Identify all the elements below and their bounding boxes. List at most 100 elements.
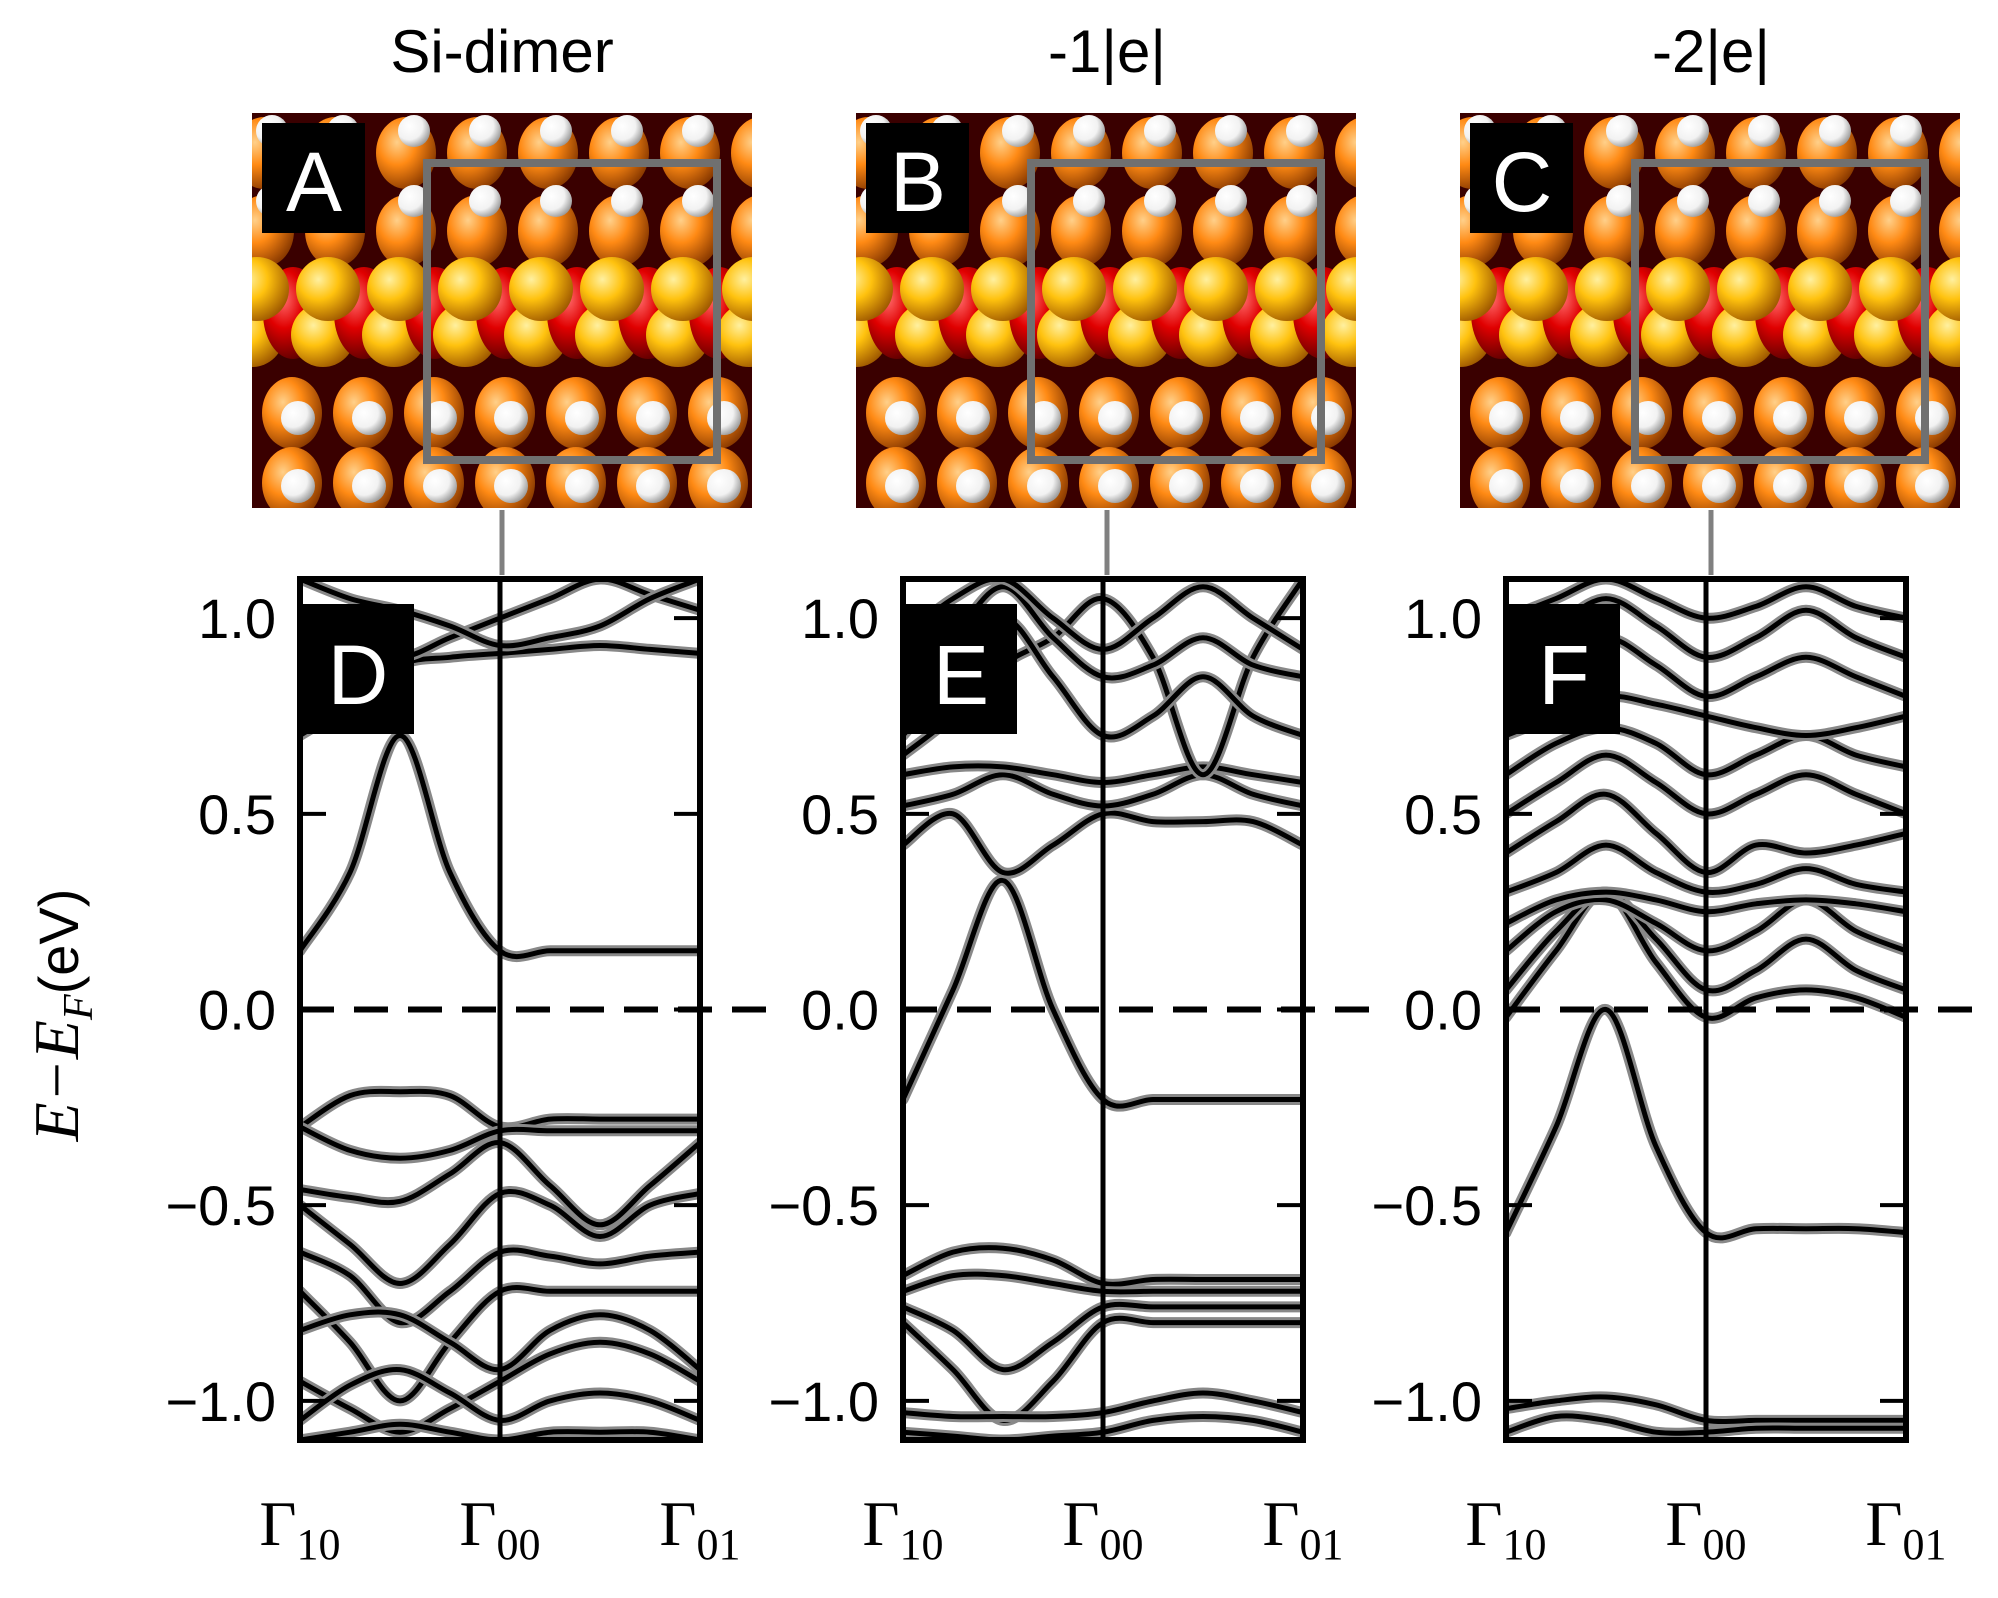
x-tick-label-subscript: 00 xyxy=(1703,1520,1747,1569)
hydrogen-atom xyxy=(707,401,741,435)
silicon-dimer-atom xyxy=(1930,257,1960,321)
panel-label: B xyxy=(890,135,946,229)
silicon-atom xyxy=(163,117,223,189)
panel-title-minus-1e: -1|e| xyxy=(1048,18,1166,85)
silicon-dimer-atom xyxy=(651,257,715,321)
silicon-dimer-atom xyxy=(1326,257,1356,321)
band-line xyxy=(903,1315,1303,1423)
hydrogen-atom xyxy=(753,115,785,147)
silicon-dimer-atom xyxy=(509,257,573,321)
hydrogen-atom xyxy=(1560,469,1594,503)
silicon-dimer-atom xyxy=(796,267,856,359)
y-tick-label: 0.5 xyxy=(1404,783,1482,846)
silicon-atom xyxy=(795,447,855,519)
hydrogen-atom xyxy=(1286,115,1318,147)
hydrogen-atom xyxy=(281,469,315,503)
y-tick-label: 1.0 xyxy=(198,587,276,650)
band-line xyxy=(300,1247,700,1326)
band-line xyxy=(1506,1007,1906,1241)
silicon-dimer-atom xyxy=(367,257,431,321)
x-tick-label: Γ01 xyxy=(660,1488,741,1569)
silicon-dimer-atom xyxy=(1113,257,1177,321)
y-tick-label: 1.0 xyxy=(801,587,879,650)
silicon-dimer-atom xyxy=(1646,257,1710,321)
x-tick-label-main: Γ xyxy=(660,1488,697,1559)
y-axis-label: E−EF(eV) xyxy=(21,889,102,1143)
hydrogen-atom xyxy=(1631,469,1665,503)
silicon-dimer-atom xyxy=(788,303,852,367)
silicon-atom xyxy=(1939,196,1960,266)
silicon-atom xyxy=(1967,447,1998,519)
hydrogen-atom xyxy=(1489,469,1523,503)
hydrogen-atom xyxy=(611,185,643,217)
x-tick-label: Γ00 xyxy=(1063,1488,1144,1569)
hydrogen-atom xyxy=(1098,469,1132,503)
silicon-atom xyxy=(163,195,223,267)
hydrogen-atom xyxy=(682,115,714,147)
hydrogen-atom xyxy=(1961,115,1993,147)
panel-label: E xyxy=(933,628,989,722)
hydrogen-atom xyxy=(1915,469,1949,503)
hydrogen-atom xyxy=(1311,401,1345,435)
y-tick-label: −0.5 xyxy=(1371,1174,1482,1237)
x-tick-label: Γ01 xyxy=(1263,1488,1344,1569)
structure-image-b: B xyxy=(795,113,1423,519)
hydrogen-atom xyxy=(398,185,430,217)
hydrogen-atom xyxy=(1073,115,1105,147)
hydrogen-atom xyxy=(281,401,315,435)
svg-text:E−EF(eV): E−EF(eV) xyxy=(21,889,102,1143)
silicon-dimer-atom xyxy=(580,257,644,321)
hydrogen-atom xyxy=(778,401,812,435)
structure-image-c: C xyxy=(1371,113,1998,519)
panel-title-minus-2e: -2|e| xyxy=(1652,18,1770,85)
x-tick-label: Γ10 xyxy=(1466,1488,1547,1569)
hydrogen-atom xyxy=(1002,115,1034,147)
hydrogen-atom xyxy=(1098,401,1132,435)
silicon-dimer-atom xyxy=(252,257,289,321)
y-tick-label: 0.0 xyxy=(1404,979,1482,1042)
hydrogen-atom xyxy=(1702,401,1736,435)
unit-cell-box xyxy=(1631,159,1929,464)
panel-label-box xyxy=(302,604,414,734)
x-tick-label: Γ10 xyxy=(863,1488,944,1569)
y-tick-label: 0.0 xyxy=(198,979,276,1042)
x-tick-label: Γ10 xyxy=(260,1488,341,1569)
silicon-atom xyxy=(1335,196,1356,266)
silicon-dimer-atom xyxy=(760,267,820,359)
y-tick-label: −1.0 xyxy=(165,1370,276,1433)
x-tick-label-main: Γ xyxy=(460,1488,497,1559)
silicon-atom xyxy=(1371,117,1431,189)
silicon-dimer-atom xyxy=(438,257,502,321)
hydrogen-atom xyxy=(1844,401,1878,435)
panel-label-box xyxy=(866,123,969,233)
hydrogen-atom xyxy=(1773,469,1807,503)
y-tick-label: −1.0 xyxy=(1371,1370,1482,1433)
hydrogen-atom xyxy=(1702,469,1736,503)
band-line xyxy=(903,877,1303,1109)
hydrogen-atom xyxy=(1169,469,1203,503)
panel-label-box xyxy=(905,604,1017,734)
hydrogen-atom xyxy=(1819,115,1851,147)
hydrogen-atom xyxy=(1144,185,1176,217)
silicon-dimer-atom xyxy=(900,257,964,321)
hydrogen-atom xyxy=(1357,185,1389,217)
x-tick-label: Γ01 xyxy=(1866,1488,1947,1569)
silicon-dimer-atom xyxy=(1859,257,1923,321)
silicon-atom xyxy=(731,118,752,188)
hydrogen-atom xyxy=(1606,185,1638,217)
hydrogen-atom xyxy=(1286,185,1318,217)
hydrogen-atom xyxy=(885,401,919,435)
silicon-atom xyxy=(1363,377,1423,449)
x-tick-label-subscript: 10 xyxy=(1503,1520,1547,1569)
hydrogen-atom xyxy=(956,401,990,435)
hydrogen-atom xyxy=(398,115,430,147)
hydrogen-atom xyxy=(1357,115,1389,147)
band-line xyxy=(300,1140,700,1228)
hydrogen-atom xyxy=(1677,185,1709,217)
hydrogen-atom xyxy=(1915,401,1949,435)
silicon-atom xyxy=(731,196,752,266)
x-tick-label: Γ00 xyxy=(1666,1488,1747,1569)
hydrogen-atom xyxy=(1240,401,1274,435)
